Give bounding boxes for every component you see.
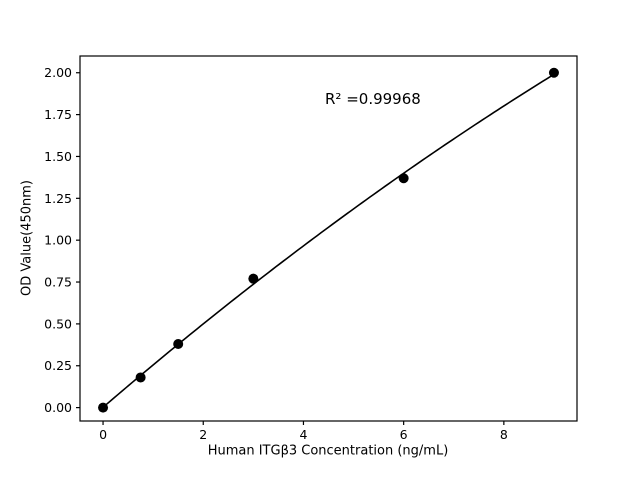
plot-frame xyxy=(79,55,578,422)
data-point xyxy=(135,372,146,383)
x-tick-label: 2 xyxy=(199,427,207,442)
y-tick-label: 0.75 xyxy=(44,275,72,290)
data-point xyxy=(173,338,184,349)
y-tick-label: 1.25 xyxy=(44,191,72,206)
x-tick-label: 6 xyxy=(400,427,408,442)
y-axis-label: OD Value(450nm) xyxy=(19,180,35,296)
y-tick-label: 0.00 xyxy=(44,400,72,415)
y-tick-label: 0.25 xyxy=(44,358,72,373)
fit-line xyxy=(102,73,555,408)
data-point xyxy=(248,273,259,284)
data-point xyxy=(398,173,409,184)
x-tick-label: 0 xyxy=(99,427,107,442)
x-tick-label: 4 xyxy=(299,427,307,442)
data-point xyxy=(548,67,559,78)
y-tick-label: 2.00 xyxy=(44,65,72,80)
data-point xyxy=(98,402,109,413)
r-squared-annotation: R² =0.99968 xyxy=(325,90,421,108)
y-tick-label: 1.75 xyxy=(44,107,72,122)
x-axis-label: Human ITGβ3 Concentration (ng/mL) xyxy=(207,443,449,459)
y-tick-label: 0.50 xyxy=(44,316,72,331)
y-tick-label: 1.00 xyxy=(44,233,72,248)
y-tick-label: 1.50 xyxy=(44,149,72,164)
x-tick-label: 8 xyxy=(500,427,508,442)
